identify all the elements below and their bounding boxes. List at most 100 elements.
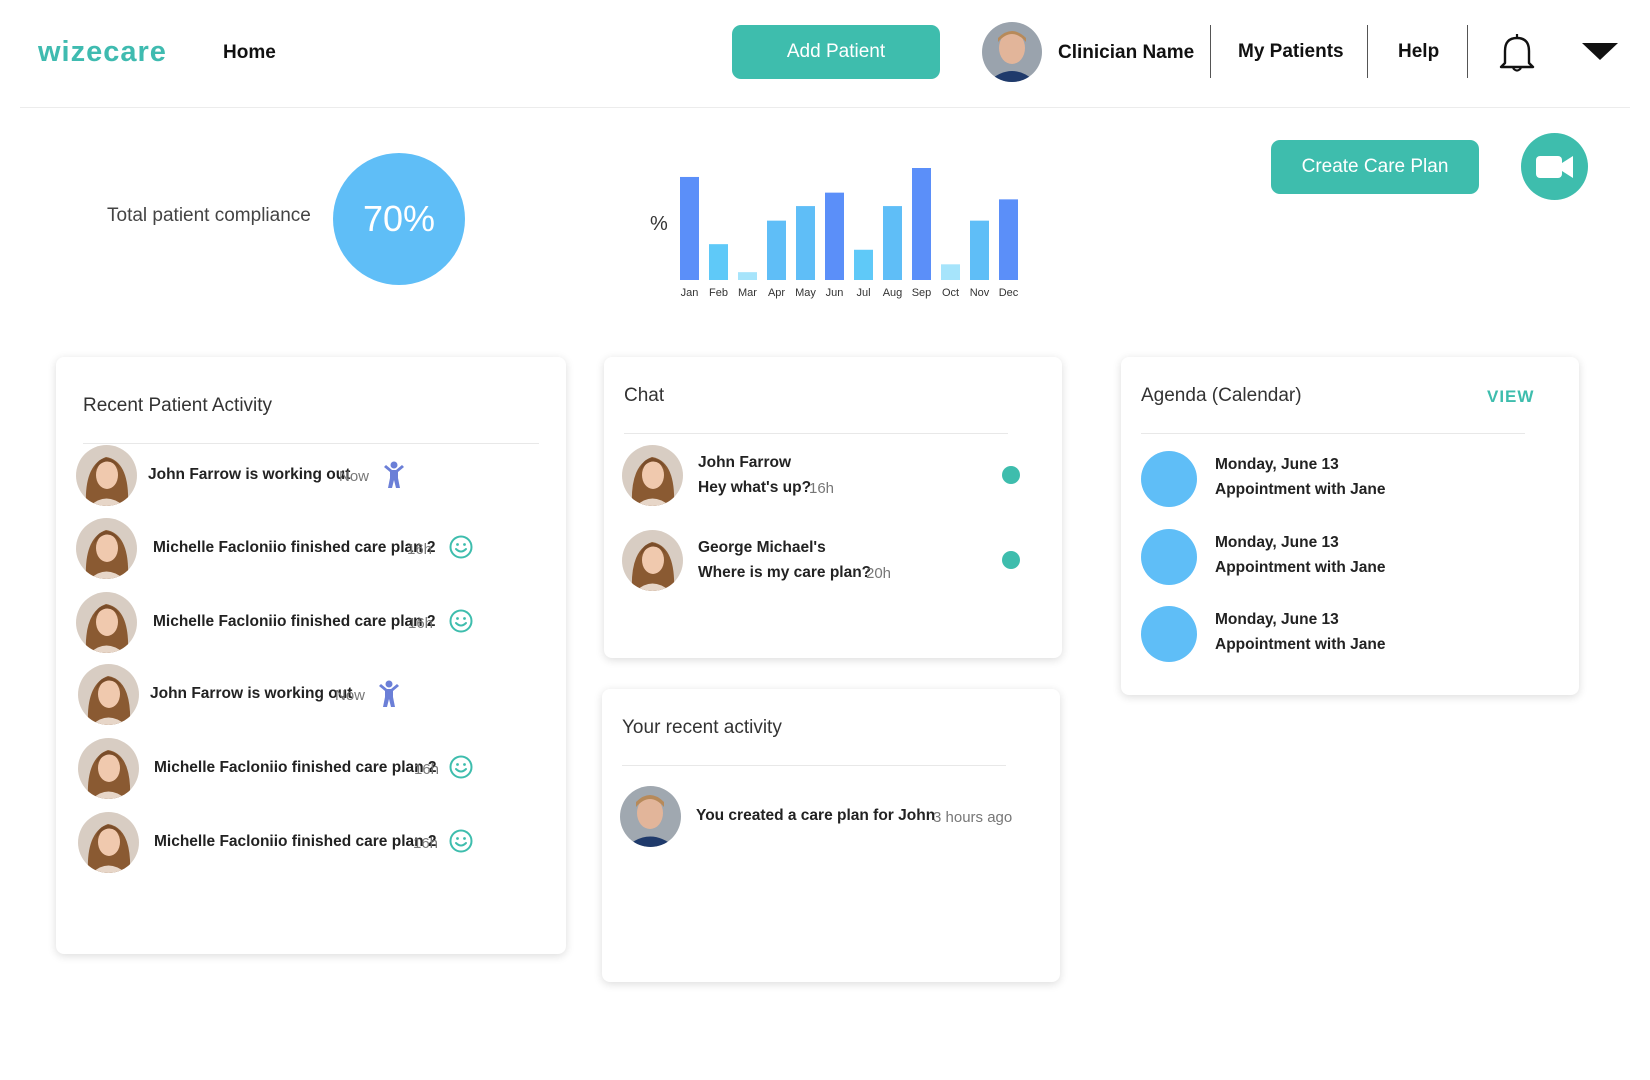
header-divider: [1467, 25, 1468, 78]
smiley-icon: [448, 828, 473, 856]
agenda-description: Appointment with Jane: [1215, 559, 1386, 576]
clinician-name[interactable]: Clinician Name: [1058, 42, 1195, 63]
x-tick-label: Jun: [826, 287, 844, 299]
x-tick-label: Jan: [681, 287, 699, 299]
agenda-view-link[interactable]: VIEW: [1487, 387, 1535, 406]
person-exercise-icon: [382, 461, 406, 489]
chat-message: Where is my care plan?: [698, 564, 872, 581]
agenda-date: Monday, June 13: [1215, 611, 1339, 628]
bar-oct: [941, 264, 960, 280]
activity-text[interactable]: John Farrow is working out: [148, 466, 351, 483]
compliance-label: Total patient compliance: [107, 205, 311, 226]
divider: [83, 443, 539, 444]
video-camera-icon: [1536, 156, 1573, 178]
chart-ylabel: %: [650, 213, 668, 235]
nav-help-link[interactable]: Help: [1398, 41, 1440, 62]
your-activity-text[interactable]: You created a care plan for John: [696, 807, 936, 824]
x-tick-label: May: [795, 287, 816, 299]
compliance-value: 70%: [333, 153, 465, 285]
nav-my-patients-link[interactable]: My Patients: [1238, 41, 1344, 62]
dropdown-caret-icon[interactable]: [1580, 40, 1620, 62]
divider: [622, 765, 1006, 766]
x-tick-label: Nov: [970, 287, 990, 299]
chat-sender-name: John Farrow: [698, 454, 792, 471]
bar-apr: [767, 220, 786, 280]
agenda-date-marker: [1141, 451, 1197, 507]
activity-time: 16h: [414, 761, 440, 778]
activity-text[interactable]: Michelle Facloniio finished care plan 2: [154, 833, 437, 850]
x-tick-label: Apr: [768, 287, 785, 299]
bar-dec: [999, 199, 1018, 280]
add-patient-button[interactable]: Add Patient: [732, 25, 940, 79]
bar-may: [796, 206, 815, 280]
header-divider: [1367, 25, 1368, 78]
patient-avatar[interactable]: [78, 738, 139, 799]
x-tick-label: Dec: [999, 287, 1019, 299]
x-tick-label: Oct: [942, 287, 959, 299]
chat-message: Hey what's up?: [698, 479, 812, 496]
activity-text[interactable]: Michelle Facloniio finished care plan 2: [153, 539, 436, 556]
agenda-date: Monday, June 13: [1215, 456, 1339, 473]
bar-mar: [738, 272, 757, 280]
bar-jun: [825, 192, 844, 280]
bar-nov: [970, 220, 989, 280]
chat-avatar[interactable]: [622, 445, 683, 506]
top-header: wizecare Home Add Patient Clinician Name…: [20, 0, 1630, 108]
bar-sep: [912, 168, 931, 280]
activity-time: 16h: [413, 835, 439, 852]
activity-text[interactable]: John Farrow is working out: [150, 685, 353, 702]
chat-sender-name: George Michael's: [698, 539, 826, 556]
bell-icon[interactable]: [1495, 30, 1539, 74]
video-call-button[interactable]: [1521, 133, 1588, 200]
patient-avatar[interactable]: [76, 445, 137, 506]
activity-time: 16h: [408, 615, 434, 632]
bar-jul: [854, 249, 873, 280]
chat-time: 16h: [809, 480, 835, 497]
x-tick-label: Feb: [709, 287, 728, 299]
patient-avatar[interactable]: [78, 812, 139, 873]
recent-patient-activity-card: Recent Patient Activity John Farrow is w…: [56, 357, 566, 954]
create-care-plan-button[interactable]: Create Care Plan: [1271, 140, 1479, 194]
agenda-date-marker: [1141, 606, 1197, 662]
unread-indicator: [1002, 551, 1020, 569]
x-tick-label: Aug: [883, 287, 903, 299]
activity-text[interactable]: Michelle Facloniio finished care plan 2: [153, 613, 436, 630]
smiley-icon: [448, 754, 473, 782]
person-exercise-icon: [377, 680, 401, 708]
user-avatar[interactable]: [620, 786, 681, 847]
chat-avatar[interactable]: [622, 530, 683, 591]
header-divider: [1210, 25, 1211, 78]
card-title: Chat: [624, 385, 665, 406]
chat-time: 20h: [866, 565, 892, 582]
card-title: Your recent activity: [622, 717, 782, 738]
x-tick-label: Jul: [856, 287, 870, 299]
agenda-card: Agenda (Calendar) VIEW Monday, June 13 Ap…: [1121, 357, 1579, 695]
agenda-date-marker: [1141, 529, 1197, 585]
clinician-avatar[interactable]: [982, 22, 1042, 82]
card-title: Recent Patient Activity: [83, 395, 273, 416]
smiley-icon: [448, 534, 473, 562]
activity-time: Now: [335, 687, 366, 704]
agenda-description: Appointment with Jane: [1215, 481, 1386, 498]
monthly-compliance-chart: % Jan Feb Mar Apr May Jun Jul Aug Sep Oct Nov Dec: [650, 168, 1019, 299]
bar-jan: [680, 176, 699, 280]
smiley-icon: [448, 608, 473, 636]
activity-time: Now: [339, 468, 370, 485]
activity-text[interactable]: Michelle Facloniio finished care plan 2: [154, 759, 437, 776]
agenda-date: Monday, June 13: [1215, 534, 1339, 551]
patient-avatar[interactable]: [76, 592, 137, 653]
x-tick-label: Mar: [738, 287, 757, 299]
patient-avatar[interactable]: [78, 664, 139, 725]
chat-card: Chat John Farrow Hey what's up? 16h George …: [604, 357, 1062, 658]
nav-home-link[interactable]: Home: [223, 42, 276, 63]
divider: [624, 433, 1008, 434]
bar-aug: [883, 206, 902, 280]
agenda-description: Appointment with Jane: [1215, 636, 1386, 653]
wizecare-logo[interactable]: wizecare: [38, 36, 167, 68]
activity-time: 16h: [407, 541, 433, 558]
your-recent-activity-card: Your recent activity You created a care …: [602, 689, 1060, 982]
card-title: Agenda (Calendar): [1141, 385, 1302, 406]
patient-avatar[interactable]: [76, 518, 137, 579]
x-tick-label: Sep: [912, 287, 932, 299]
your-activity-time: 3 hours ago: [933, 809, 1013, 826]
